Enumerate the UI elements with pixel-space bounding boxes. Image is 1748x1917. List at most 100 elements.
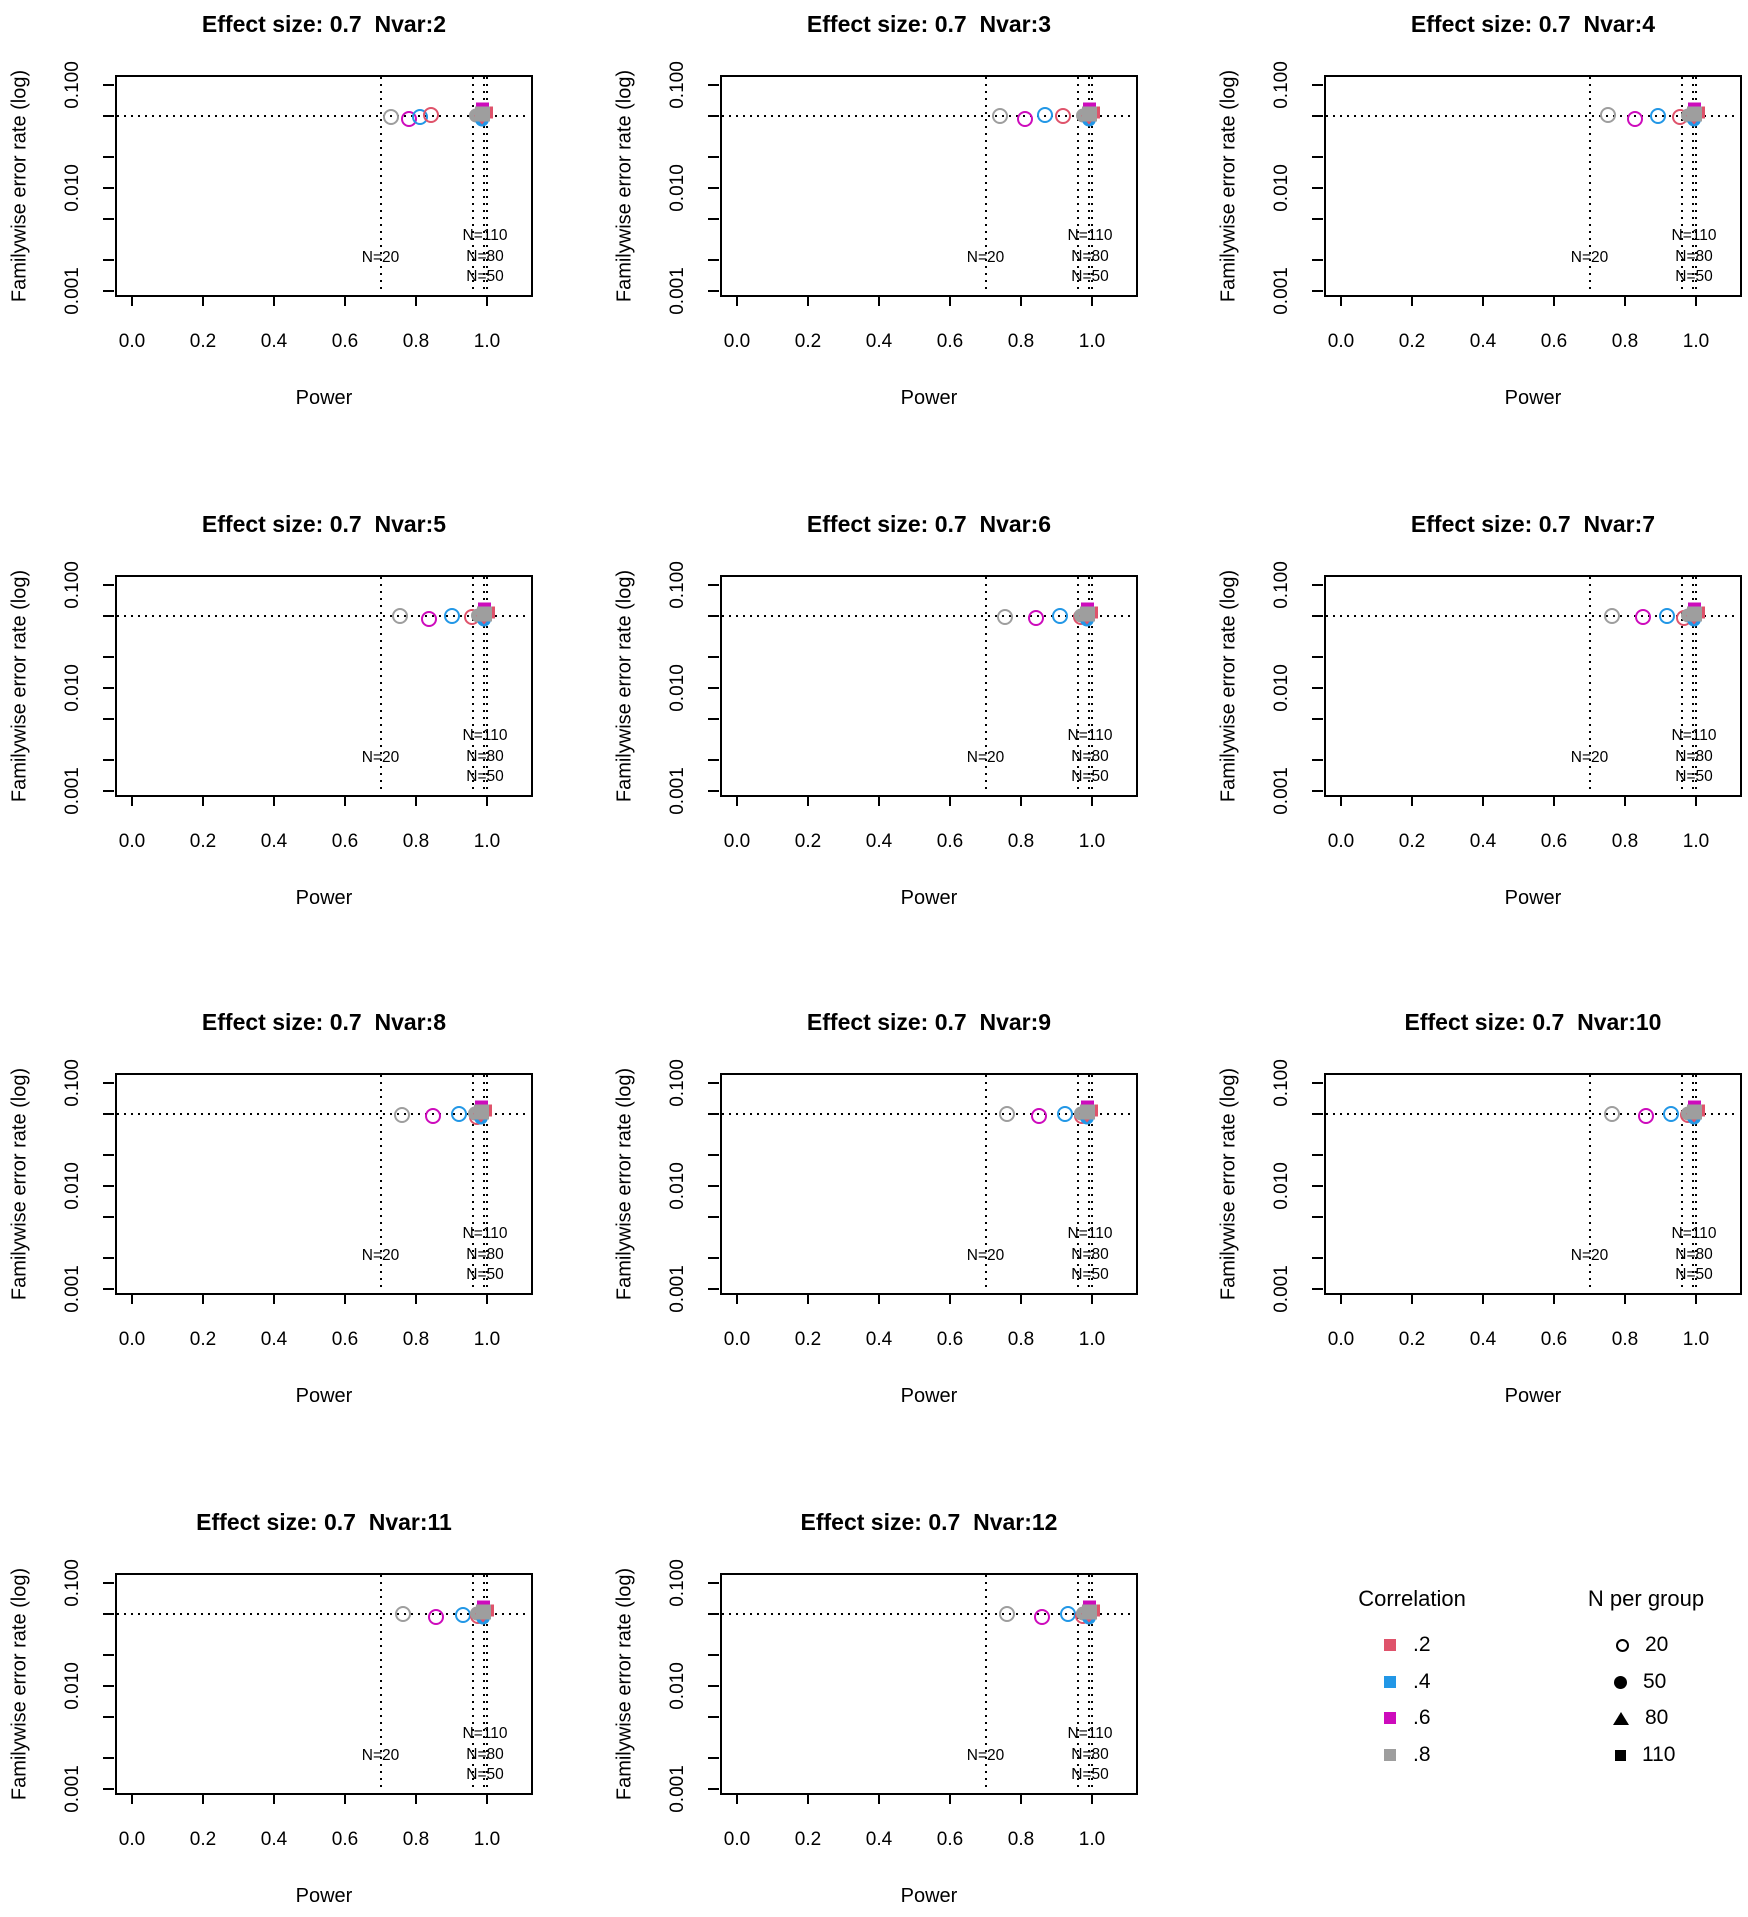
x-axis-tick	[949, 1293, 951, 1304]
x-axis-tick-label: 0.4	[260, 1829, 288, 1850]
x-axis-tick-label: 0.6	[936, 331, 964, 352]
data-point-circle-corr-6	[1031, 1107, 1048, 1124]
n-reference-line	[984, 77, 987, 291]
x-axis-tick-label: 0.2	[794, 1329, 822, 1350]
x-axis-tick-label: 0.8	[1007, 331, 1035, 352]
panel-nvar-9: Effect size: 0.7 Nvar:9 Familywise error…	[614, 1009, 1138, 1407]
y-axis-tick	[1312, 84, 1323, 86]
x-axis-tick-label: 0.0	[118, 831, 146, 852]
plot-box	[720, 575, 1138, 797]
x-axis-tick	[1482, 295, 1484, 306]
y-axis-tick	[103, 1288, 114, 1290]
x-axis-tick	[736, 1293, 738, 1304]
y-axis-title: Familywise error rate (log)	[8, 1067, 31, 1301]
y-axis-minor-tick	[103, 1716, 114, 1718]
x-axis-tick	[415, 1793, 417, 1804]
y-axis-title: Familywise error rate (log)	[1217, 1067, 1240, 1301]
data-point-circle-corr-6	[425, 1107, 442, 1124]
correlation-08-swatch	[1384, 1749, 1396, 1761]
x-axis-tick	[1553, 1293, 1555, 1304]
data-point-cluster	[1076, 102, 1101, 128]
cluster-gray-square	[476, 606, 492, 622]
n-reference-line	[1076, 577, 1079, 791]
legend-item-label: 80	[1645, 1706, 1669, 1729]
n-reference-line	[1694, 1075, 1697, 1289]
y-axis-tick	[708, 290, 719, 292]
x-axis-tick	[1553, 295, 1555, 306]
x-axis-tick	[736, 795, 738, 806]
n-reference-label: N=80	[1071, 1246, 1109, 1263]
x-axis-tick-label: 0.4	[1469, 331, 1497, 352]
y-axis-tick-label: 0.001	[62, 1765, 83, 1813]
x-axis-tick-label: 0.8	[1007, 1829, 1035, 1850]
data-point-circle-corr-8	[393, 1106, 410, 1123]
cluster-gray-square	[475, 106, 491, 122]
y-axis-tick	[708, 1582, 719, 1584]
x-axis-tick-label: 0.4	[865, 831, 893, 852]
panel-nvar-5: Effect size: 0.7 Nvar:5 Familywise error…	[9, 511, 533, 909]
data-point-circle-corr-2	[423, 107, 440, 124]
y-axis-tick-label: 0.010	[667, 164, 688, 212]
y-axis-tick	[103, 1082, 114, 1084]
y-axis-tick-label: 0.010	[1271, 164, 1292, 212]
data-point-circle-corr-4	[1650, 108, 1666, 124]
legend-item-n-20: 20	[1616, 1632, 1668, 1658]
y-axis-minor-tick	[103, 615, 114, 617]
n-reference-label: N=110	[1067, 1225, 1113, 1242]
x-axis-tick	[1020, 1293, 1022, 1304]
x-axis-tick	[1411, 1293, 1413, 1304]
x-axis-title: Power	[1504, 887, 1562, 909]
x-axis-tick	[878, 1793, 880, 1804]
y-axis-title: Familywise error rate (log)	[613, 569, 636, 803]
data-point-cluster	[469, 1600, 495, 1626]
legend-item-label: 20	[1645, 1633, 1669, 1656]
y-axis-minor-tick	[708, 155, 719, 158]
n-reference-label: N=80	[1675, 248, 1713, 265]
x-axis-tick-label: 0.6	[331, 1829, 359, 1850]
data-point-circle-corr-4	[1659, 608, 1676, 624]
y-axis-minor-tick	[1312, 155, 1323, 158]
x-axis-title: Power	[1504, 387, 1562, 409]
n-reference-line	[471, 577, 474, 791]
y-axis-tick	[708, 187, 719, 189]
y-axis-tick	[103, 290, 114, 292]
y-axis-tick	[1312, 584, 1323, 586]
data-point-cluster	[469, 102, 494, 128]
x-axis-tick-label: 0.6	[1540, 831, 1568, 852]
x-axis-tick-label: 1.0	[1078, 1829, 1106, 1850]
data-point-circle-corr-8	[1603, 1106, 1620, 1122]
x-axis-tick	[131, 795, 133, 806]
n-reference-label: N=80	[466, 1246, 504, 1263]
y-axis-tick-label: 0.100	[62, 61, 83, 109]
data-point-circle-corr-4	[1663, 1106, 1680, 1122]
plot-box	[115, 575, 533, 797]
y-axis-tick-label: 0.010	[1271, 664, 1292, 712]
y-axis-tick	[708, 1788, 719, 1790]
x-axis-tick	[1340, 795, 1342, 806]
n-reference-label: N=80	[1071, 748, 1109, 765]
n-reference-label: N=80	[1071, 248, 1109, 265]
x-axis-tick-label: 0.8	[402, 331, 430, 352]
n-reference-label: N=50	[466, 268, 504, 285]
n-reference-line	[485, 1075, 488, 1289]
y-axis-minor-tick	[708, 1716, 719, 1718]
data-point-cluster	[1681, 1100, 1706, 1126]
x-axis-tick-label: 1.0	[473, 1329, 501, 1350]
y-axis-minor-tick	[103, 1613, 114, 1615]
n-reference-line	[1087, 577, 1090, 791]
panel-nvar-12: Effect size: 0.7 Nvar:12 Familywise erro…	[614, 1509, 1138, 1907]
x-axis-tick-label: 0.0	[118, 1829, 146, 1850]
alpha-reference-line	[117, 115, 527, 117]
y-axis-tick	[708, 1185, 719, 1187]
n-reference-label: N=50	[466, 1766, 504, 1783]
x-axis-tick-label: 1.0	[473, 831, 501, 852]
y-axis-tick	[708, 687, 719, 689]
y-axis-tick-label: 0.010	[62, 1662, 83, 1710]
y-axis-minor-tick	[708, 615, 719, 617]
n-reference-line	[984, 577, 987, 791]
x-axis-tick	[807, 1293, 809, 1304]
n-reference-label: N=110	[462, 1725, 508, 1742]
n-reference-line	[379, 1575, 382, 1789]
x-axis-tick	[202, 1293, 204, 1304]
y-axis-tick-label: 0.100	[62, 1559, 83, 1607]
